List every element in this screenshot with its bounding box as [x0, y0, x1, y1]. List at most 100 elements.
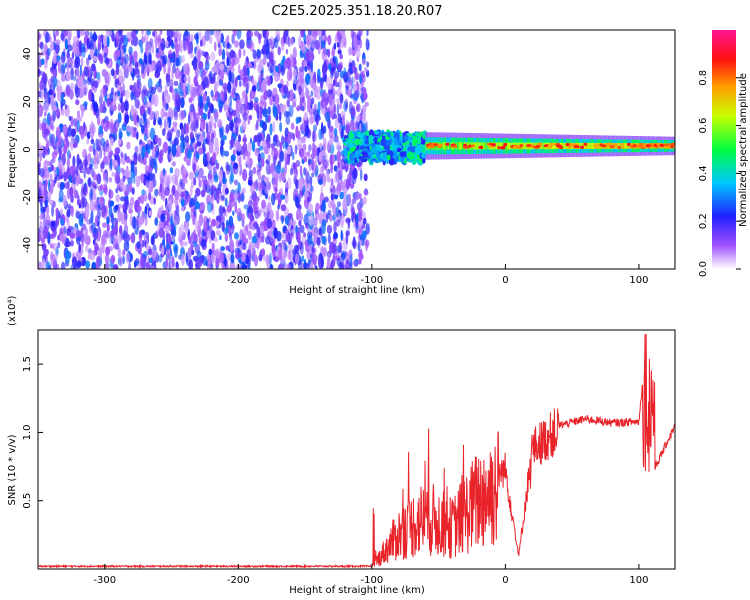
spectrogram-cell [298, 35, 302, 47]
snr-frame [37, 329, 676, 570]
spectrogram-cell [168, 224, 174, 232]
spectrogram-cell [188, 97, 193, 104]
spectrogram-cell [215, 162, 220, 170]
spectrogram-cell [249, 92, 253, 104]
spectrogram-cell [363, 190, 369, 196]
spectrogram-cell [332, 214, 337, 222]
spectrogram-cell [122, 175, 126, 182]
spectrogram-cell [300, 76, 305, 85]
spectrogram-cell [294, 195, 299, 208]
spectrogram-cell [478, 142, 481, 150]
spectrogram-cell [215, 215, 222, 222]
spectrogram-cell [61, 233, 66, 245]
spectrogram-cell [63, 182, 70, 189]
spectrogram-cell [154, 230, 159, 239]
spectrogram-cell [471, 144, 476, 148]
spectrogram-cell [90, 78, 96, 87]
spectrogram-cell [355, 139, 361, 144]
spectrogram-cell [203, 76, 209, 88]
spectrogram-cell [127, 176, 133, 186]
spectrogram-cell [269, 264, 274, 269]
spectrogram-cell [357, 220, 364, 227]
colorbar-tick-label: 0.8 [698, 70, 709, 86]
spectrogram-cell [336, 42, 340, 48]
spectrogram-cell [134, 260, 139, 266]
spectrogram-cell [66, 208, 71, 218]
spectrogram-cell [123, 35, 128, 48]
spectrogram-cell [218, 101, 224, 109]
spectrogram-cell [256, 48, 261, 59]
spectrogram-cell [617, 145, 621, 150]
spectrogram-cell [210, 89, 214, 98]
spectrogram-cell [216, 192, 220, 204]
x-tick-label: 0 [502, 575, 508, 586]
spectrogram-cell [295, 179, 299, 189]
spectrogram-cell [364, 67, 368, 73]
spectrogram-cell [296, 106, 301, 112]
spectrogram-cell [62, 195, 67, 207]
spectrogram-cell [150, 86, 156, 95]
spectrogram-cell [407, 136, 413, 141]
spectrogram-cell [294, 253, 300, 265]
spectrogram-cell [192, 214, 196, 226]
spectrogram-cell [309, 115, 314, 125]
spectrogram-cell [99, 184, 104, 191]
spectrogram-cell [102, 87, 108, 97]
spectrogram-cell [355, 49, 361, 59]
spectrogram-cell [211, 218, 217, 227]
spectrogram-cell [175, 261, 179, 269]
spectrogram-cell [322, 46, 327, 56]
spectrogram-cell [130, 105, 135, 117]
spectrogram-cell [66, 157, 70, 169]
spectrogram-cell [499, 142, 502, 150]
spectrogram-cell [316, 86, 321, 92]
x-tick-label: 100 [629, 275, 648, 286]
spectrogram-cell [228, 120, 234, 132]
spectrogram-cell [213, 110, 219, 120]
spectrogram-cell [279, 141, 283, 151]
spectrogram-cell [141, 189, 146, 196]
spectrogram-cell [126, 31, 132, 39]
spectrogram-cell [272, 135, 278, 147]
spectrogram-cell [283, 110, 289, 118]
spectrogram-cell [182, 174, 186, 183]
spectrogram-cell [476, 142, 479, 150]
spectrogram-cell [181, 126, 185, 138]
spectrogram-cell [242, 95, 246, 103]
spectrogram-cell [486, 142, 489, 150]
spectrogram-cell [166, 103, 169, 109]
spectrogram-cell [321, 255, 324, 269]
spectrogram-cell [234, 40, 239, 48]
spectrogram-cell [202, 118, 206, 130]
spectrogram-cell [569, 143, 573, 147]
spectrogram-cell [44, 59, 48, 70]
spectrogram-cell [327, 83, 332, 90]
spectrogram-cell [236, 143, 242, 152]
spectrogram-cell [125, 198, 129, 211]
spectrogram-cell [39, 41, 44, 50]
spectrogram-cell [174, 67, 180, 80]
spectrogram-cell [55, 42, 60, 55]
spectrogram-cell [613, 143, 619, 147]
spectrogram-cell [54, 141, 59, 149]
spectrogram-cell [115, 123, 119, 129]
y-tick-label: 1.0 [22, 424, 33, 440]
spectrogram-cell [221, 195, 225, 201]
spectrogram-cell [271, 150, 275, 158]
spectrogram-cell [207, 178, 210, 187]
spectrogram-cell [107, 30, 113, 37]
spectrogram-cell [234, 179, 239, 186]
spectrogram-cell [91, 181, 97, 187]
spectrogram-cell [324, 36, 328, 42]
spectrogram-cell [97, 153, 101, 160]
spectrogram-cell [73, 142, 77, 149]
spectrogram-cell [311, 35, 317, 41]
spectrogram-cell [138, 229, 143, 239]
spectrogram-cell [43, 225, 48, 239]
spectrogram-cell [88, 89, 92, 102]
spectrogram-cell [274, 186, 278, 194]
spectrogram-cell [214, 90, 220, 102]
spectrogram-cell [139, 116, 144, 126]
spectrogram-cell [185, 251, 188, 263]
spectrogram-cell [55, 174, 61, 181]
